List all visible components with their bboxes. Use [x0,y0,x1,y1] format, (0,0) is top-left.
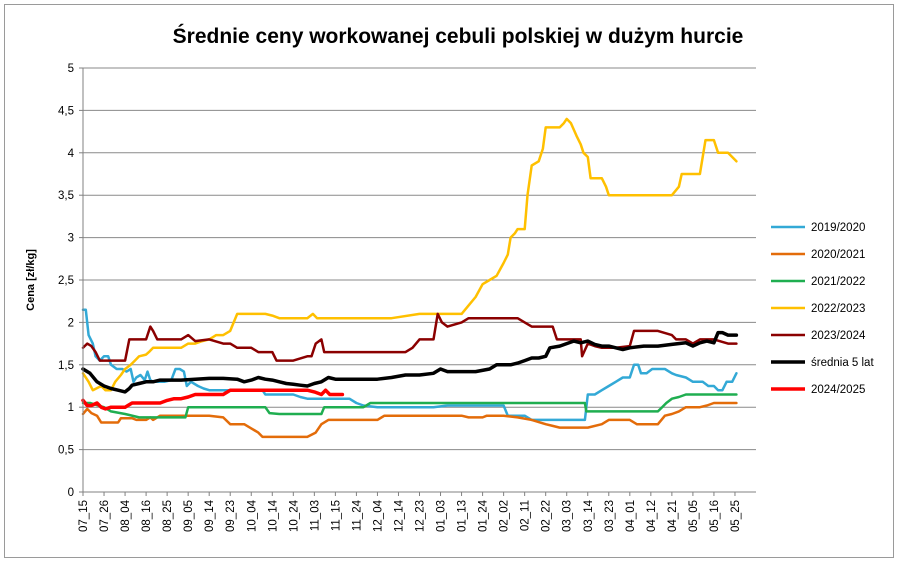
x-tick-label: 08_25 [162,500,174,532]
legend-label-3: 2022/2023 [811,303,865,315]
x-tick-label: 01_03 [436,500,448,532]
grid-layer [83,67,756,451]
x-tick-label: 05_16 [709,500,721,532]
legend-label-6: 2024/2025 [811,384,865,396]
chart-frame: Średnie ceny workowanej cebuli polskiej … [4,4,894,558]
x-tick-label: 02_22 [541,500,553,532]
x-tick-label: 12_04 [372,499,384,532]
y-tick-label: 1,5 [58,360,74,372]
x-tick-label: 04_01 [625,500,637,532]
chart-title: Średnie ceny workowanej cebuli polskiej … [173,24,744,48]
series-line-5 [81,330,739,394]
x-tick-label: 10_24 [288,499,300,532]
y-tick-label: 0 [68,487,74,499]
x-tick-label: 11_15 [330,500,342,531]
legend-label-4: 2023/2024 [811,330,866,342]
x-tick-label: 10_14 [267,499,279,532]
legend-label-0: 2019/2020 [811,222,865,234]
x-tick-label: 07_15 [78,500,90,532]
x-tick-label: 02_02 [499,500,511,532]
x-tick-label: 03_23 [604,500,616,532]
y-tick-layer: 0 0,5 1 1,5 2 2,5 3 3,5 4 4,5 5 [58,63,83,499]
y-tick-label: 0,5 [58,445,74,457]
y-tick-label: 5 [68,63,74,75]
series-line-2 [81,393,738,419]
x-tick-label: 09_05 [183,500,195,532]
y-tick-label: 1 [68,402,74,414]
legend-label-2: 2021/2022 [811,276,865,288]
legend-label-1: 2020/2021 [811,249,865,261]
x-tick-label: 04_21 [667,500,679,532]
x-tick-label: 11_03 [309,500,321,531]
legend-label-5: średnia 5 lat [811,357,874,369]
y-tick-label: 3,5 [58,190,74,202]
x-tick-label: 03_03 [562,500,574,532]
x-tick-label: 05_05 [688,500,700,532]
y-tick-label: 3 [68,233,74,245]
y-axis-label: Cena [zł/kg] [25,249,37,311]
x-tick-label: 12_23 [415,500,427,532]
series-line-6 [81,388,345,411]
x-tick-label: 03_14 [583,499,595,532]
x-tick-label: 10_04 [246,499,258,532]
y-tick-label: 4 [68,148,75,160]
series-line-4 [81,312,738,362]
x-tick-label: 08_04 [120,499,132,532]
y-tick-label: 2,5 [58,275,74,287]
x-tick-layer: 07_15 07_26 08_04 08_16 08_25 09_05 09_14 09_23… [78,492,742,532]
y-tick-label: 2 [68,317,74,329]
series-line-0 [81,308,738,422]
x-tick-label: 12_14 [393,499,405,532]
x-tick-label: 09_23 [225,500,237,532]
x-tick-label: 04_12 [646,500,658,532]
chart-svg: Średnie ceny workowanej cebuli polskiej … [25,24,874,532]
x-tick-label: 11_24 [351,499,363,531]
y-tick-label: 4,5 [58,105,74,117]
x-tick-label: 08_16 [141,500,153,532]
x-tick-label: 01_13 [457,500,469,532]
series-line-3 [81,117,738,392]
legend: 2019/2020 2020/2021 2021/2022 2022/2023 2023… [771,222,874,396]
x-tick-label: 09_14 [204,499,216,532]
x-tick-label: 07_26 [99,500,111,532]
x-tick-label: 02_11 [520,500,532,531]
x-tick-label: 05_25 [730,500,742,532]
series-layer [81,117,739,439]
x-tick-label: 01_24 [478,499,490,532]
